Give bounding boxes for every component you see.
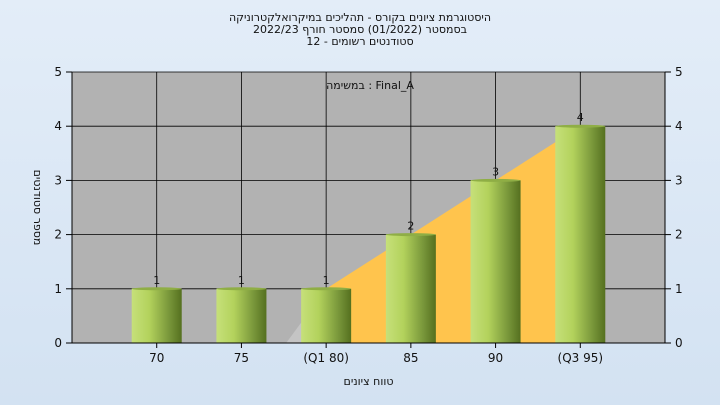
chart-subtitle-semester: בסמסטר (01/2022) סמסטר חורף 2022/23 (253, 23, 467, 36)
x-axis-label: טווח ציונים (344, 375, 394, 388)
x-tick-label: (Q1 80) (303, 351, 349, 365)
bar (131, 288, 182, 343)
bar-cap (301, 287, 352, 291)
x-tick-label: 75 (234, 351, 249, 365)
x-tick-label: 90 (488, 351, 503, 365)
y-tick-label-left: 4 (54, 119, 62, 133)
y-tick-label-right: 2 (675, 228, 683, 242)
bar-cap (131, 287, 182, 291)
data-label: 1 (323, 274, 330, 287)
bar-cap (385, 233, 436, 237)
legend-label: במשימה : Final_A (326, 79, 414, 92)
y-tick-label-left: 1 (54, 282, 62, 296)
chart-subtitle-students: סטודנטים רשומים - 12 (306, 35, 414, 48)
chart-title: היסטוגרמת ציונים בקורס - תהליכים במיקרוא… (228, 11, 492, 24)
x-tick-label: (Q3 95) (558, 351, 604, 365)
bar (470, 180, 521, 343)
x-tick-label: 70 (149, 351, 164, 365)
y-tick-label-left: 3 (54, 173, 62, 187)
bar (301, 288, 352, 343)
x-tick-label: 85 (403, 351, 418, 365)
y-tick-label-right: 0 (675, 336, 683, 350)
data-label: 1 (238, 274, 245, 287)
y-tick-label-left: 2 (54, 228, 62, 242)
y-tick-label-left: 0 (54, 336, 62, 350)
y-tick-label-right: 1 (675, 282, 683, 296)
bar-cap (470, 178, 521, 182)
bar (555, 126, 606, 343)
bar-cap (216, 287, 267, 291)
data-label: 2 (407, 220, 414, 233)
bar-cap (555, 124, 606, 128)
bar (216, 288, 267, 343)
y-tick-label-left: 5 (54, 65, 62, 79)
data-label: 4 (577, 111, 584, 124)
y-axis-label: מספר סטודנטים (31, 170, 44, 246)
bar (385, 234, 436, 343)
y-tick-label-right: 3 (675, 173, 683, 187)
data-label: 1 (153, 274, 160, 287)
data-label: 3 (492, 165, 499, 178)
y-tick-label-right: 5 (675, 65, 683, 79)
y-tick-label-right: 4 (675, 119, 683, 133)
